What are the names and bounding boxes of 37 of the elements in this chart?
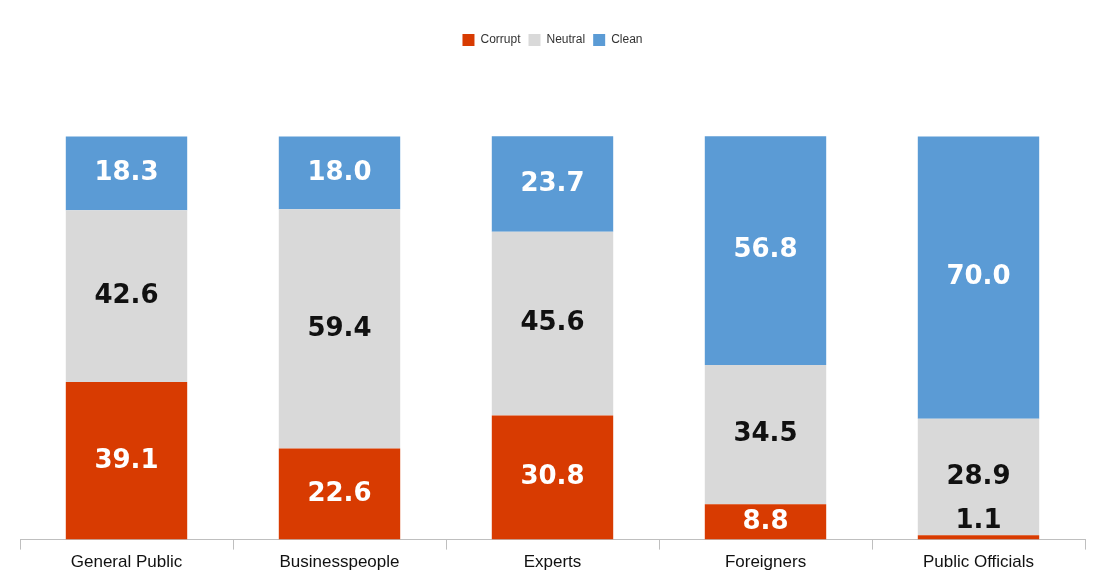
- bar: [917, 418, 1040, 536]
- bar: [278, 136, 401, 210]
- bar: [65, 210, 188, 383]
- bar: [65, 136, 188, 211]
- data-label: 28.9: [946, 459, 1011, 490]
- x-tick-label: Businesspeople: [279, 552, 400, 572]
- data-label: 23.7: [520, 166, 585, 197]
- data-label: 56.8: [733, 233, 798, 264]
- x-tick-label: General Public: [70, 552, 183, 572]
- data-label: 30.8: [520, 460, 585, 491]
- data-label: 42.6: [94, 278, 159, 309]
- legend-label: Neutral: [546, 32, 586, 47]
- bar: [704, 136, 827, 366]
- bar: [917, 136, 1040, 419]
- x-tick-label: Experts: [523, 552, 582, 572]
- bar: [491, 415, 614, 540]
- data-label: 1.1: [955, 503, 1002, 534]
- data-label: 22.6: [307, 476, 372, 507]
- data-label: 34.5: [733, 417, 798, 448]
- bar: [278, 209, 401, 449]
- data-label: 8.8: [742, 504, 789, 535]
- bar: [704, 365, 827, 505]
- x-tick-label: Foreigners: [724, 552, 807, 572]
- data-label: 18.0: [307, 155, 372, 186]
- bar: [65, 382, 188, 540]
- bar: [917, 535, 1040, 540]
- data-label: 18.3: [94, 156, 159, 187]
- data-label: 70.0: [946, 260, 1011, 291]
- bar: [491, 136, 614, 232]
- legend-label: Clean: [611, 32, 643, 47]
- bar: [491, 231, 614, 416]
- legend-label: Corrupt: [480, 32, 522, 47]
- data-label: 45.6: [520, 306, 585, 337]
- bar: [278, 448, 401, 540]
- x-tick-label: Public Officials: [922, 552, 1035, 572]
- data-label: 39.1: [94, 443, 159, 474]
- data-label: 59.4: [307, 311, 372, 342]
